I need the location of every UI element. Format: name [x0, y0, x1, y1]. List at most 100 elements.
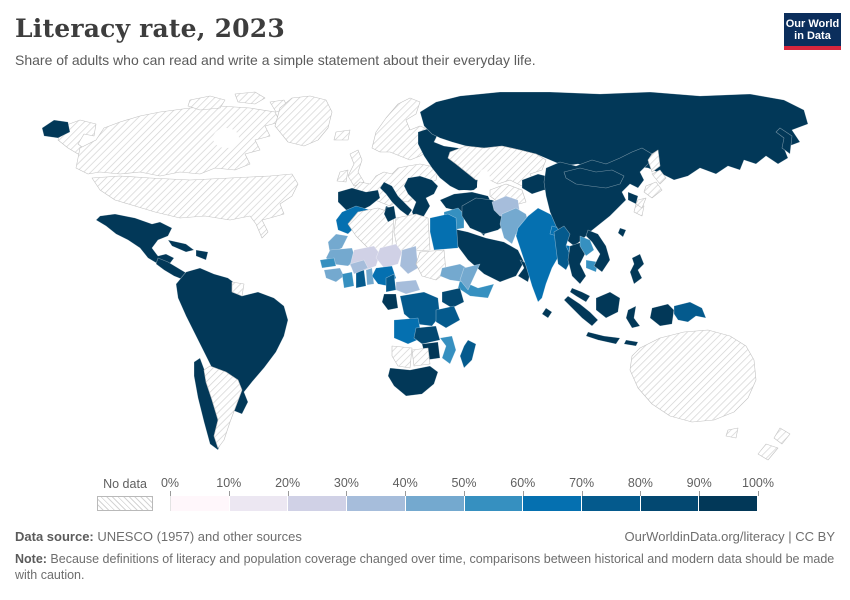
region-iceland[interactable] [333, 129, 351, 141]
legend-tick-label: 0% [160, 476, 180, 490]
region-laos[interactable] [579, 235, 595, 257]
region-sudan[interactable] [415, 249, 447, 281]
region-arctic-island-1[interactable] [187, 95, 226, 111]
region-japan-kyushu[interactable] [635, 197, 647, 209]
region-borneo[interactable] [595, 291, 621, 319]
region-arctic-island-2[interactable] [234, 91, 266, 105]
region-vietnam[interactable] [585, 229, 611, 273]
region-new-zealand-south[interactable] [757, 443, 779, 461]
legend-swatch-40-50[interactable] [405, 496, 465, 511]
region-sakhalin[interactable] [647, 149, 661, 173]
region-senegal[interactable] [319, 257, 337, 269]
region-hispaniola[interactable] [195, 249, 209, 261]
region-madagascar[interactable] [459, 339, 477, 369]
no-data-swatch[interactable] [97, 496, 153, 511]
legend-tick-mark [464, 491, 465, 496]
region-tasmania[interactable] [725, 427, 739, 439]
region-sri-lanka[interactable] [541, 307, 553, 319]
legend-tick-label: 90% [686, 476, 712, 490]
region-kenya[interactable] [441, 287, 465, 309]
hudson-bay [213, 128, 239, 148]
legend-tick-mark [640, 491, 642, 496]
region-malaysia[interactable] [569, 287, 591, 303]
region-mexico[interactable] [95, 213, 175, 267]
data-source-text: UNESCO (1957) and other sources [93, 529, 302, 544]
region-zambia[interactable] [413, 325, 441, 345]
legend-swatch-20-30[interactable] [288, 496, 348, 511]
region-australia[interactable] [629, 329, 757, 423]
region-japan-honshu[interactable] [643, 181, 663, 199]
region-mongolia[interactable] [563, 167, 625, 189]
legend-color-bar [170, 496, 759, 511]
region-new-zealand-north[interactable] [773, 427, 791, 445]
region-kamchatka[interactable] [775, 127, 793, 155]
region-argentina[interactable] [203, 365, 243, 449]
legend-swatch-60-70[interactable] [523, 496, 582, 511]
legend-swatch-10-20[interactable] [229, 496, 289, 511]
region-philippines[interactable] [629, 253, 645, 285]
region-somalia[interactable] [459, 263, 481, 291]
legend-tick-mark [170, 491, 171, 496]
owid-link[interactable]: OurWorldinData.org/literacy | CC BY [624, 529, 835, 544]
region-togo-benin[interactable] [365, 267, 375, 286]
region-guinea[interactable] [323, 267, 345, 283]
owid-logo-line2: in Data [794, 29, 831, 42]
legend-tick-mark [346, 491, 348, 496]
region-iberia[interactable] [337, 187, 381, 213]
region-botswana[interactable] [411, 347, 431, 367]
legend-tick-label: 30% [333, 476, 359, 490]
legend-tick-label: 40% [392, 476, 418, 490]
region-namibia[interactable] [391, 345, 413, 369]
region-chukotka[interactable] [41, 119, 71, 139]
legend-swatch-80-90[interactable] [640, 496, 700, 511]
region-greenland[interactable] [274, 95, 333, 147]
region-java[interactable] [585, 331, 621, 345]
region-japan-hokkaido[interactable] [651, 169, 667, 185]
region-tanzania[interactable] [435, 305, 461, 329]
region-sulawesi[interactable] [625, 305, 641, 329]
region-balkans[interactable] [403, 175, 439, 223]
region-mozambique[interactable] [439, 335, 457, 365]
legend-swatch-30-40[interactable] [347, 496, 406, 511]
region-papua-new-guinea[interactable] [673, 301, 707, 323]
data-source-line: Data source: UNESCO (1957) and other sou… [15, 529, 302, 544]
note-label: Note: [15, 552, 47, 566]
legend-tick-mark [228, 491, 230, 496]
region-central-african-republic[interactable] [395, 279, 421, 295]
region-west-papua[interactable] [649, 303, 675, 327]
region-canada[interactable] [75, 105, 281, 177]
region-lesser-sunda[interactable] [623, 339, 639, 347]
legend-swatch-70-80[interactable] [581, 496, 641, 511]
region-south-africa[interactable] [387, 365, 439, 397]
legend-tick-mark [522, 491, 524, 496]
region-united-states[interactable] [91, 173, 299, 239]
region-egypt[interactable] [429, 213, 459, 251]
region-taiwan[interactable] [617, 227, 627, 238]
region-cambodia[interactable] [585, 259, 599, 273]
legend-tick-mark [581, 491, 583, 496]
region-cote-divoire[interactable] [341, 271, 355, 289]
world-choropleth-map[interactable] [40, 88, 810, 468]
region-sumatra[interactable] [563, 295, 599, 327]
region-guyana-suriname[interactable] [231, 281, 245, 297]
page-title: Literacy rate, 2023 [15, 14, 285, 43]
legend-swatch-50-60[interactable] [464, 496, 524, 511]
legend-swatch-0-10[interactable] [170, 496, 230, 511]
note-line: Note: Because definitions of literacy an… [15, 551, 835, 583]
region-saudi-arabia[interactable] [449, 227, 525, 283]
region-libya[interactable] [393, 213, 431, 253]
region-cuba[interactable] [167, 239, 195, 253]
region-united-kingdom[interactable] [347, 149, 365, 187]
owid-logo[interactable]: Our World in Data [784, 13, 841, 50]
region-ireland[interactable] [336, 169, 349, 183]
legend-tick-label: 80% [627, 476, 653, 490]
legend-swatch-90-100[interactable] [699, 496, 759, 511]
region-tunisia[interactable] [383, 205, 397, 223]
legend-tick-mark [287, 491, 289, 496]
region-gabon-congo[interactable] [381, 293, 399, 311]
region-niger[interactable] [375, 243, 403, 269]
region-chad[interactable] [399, 245, 419, 275]
region-north-korea[interactable] [627, 191, 639, 205]
legend-tick-label: 50% [451, 476, 477, 490]
region-burkina-faso[interactable] [349, 259, 369, 275]
